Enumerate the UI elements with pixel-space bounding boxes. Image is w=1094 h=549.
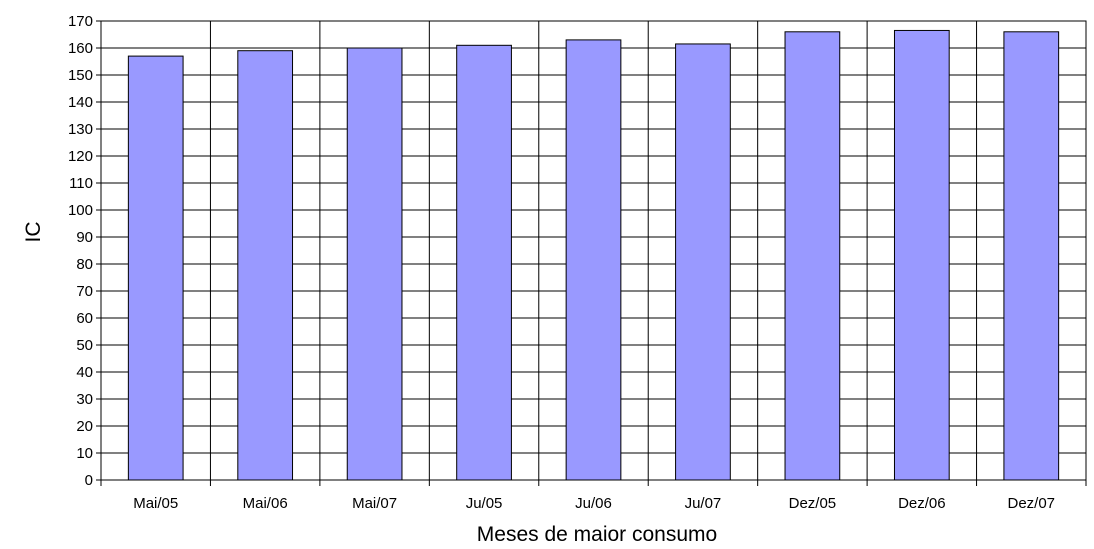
y-tick-label: 150 bbox=[68, 67, 93, 84]
bar-ju-06 bbox=[565, 39, 622, 481]
y-tick-label: 20 bbox=[76, 418, 93, 435]
x-tick-label: Mai/07 bbox=[352, 495, 397, 512]
y-tick-label: 170 bbox=[68, 13, 93, 30]
y-tick-label: 120 bbox=[68, 148, 93, 165]
bar-dez-07 bbox=[1003, 31, 1060, 481]
bar-mai-07 bbox=[346, 47, 403, 481]
plot-border bbox=[100, 20, 1087, 481]
x-tick-label: Dez/05 bbox=[789, 495, 837, 512]
y-tick-label: 60 bbox=[76, 310, 93, 327]
y-axis-title: IC bbox=[22, 222, 45, 243]
x-tick-label: Dez/07 bbox=[1008, 495, 1056, 512]
y-tick-label: 10 bbox=[76, 445, 93, 462]
y-tick-label: 40 bbox=[76, 364, 93, 381]
bar-mai-06 bbox=[237, 50, 294, 481]
y-tick-label: 160 bbox=[68, 40, 93, 57]
x-tick-label: Mai/06 bbox=[243, 495, 288, 512]
y-tick-label: 130 bbox=[68, 121, 93, 138]
labels: 0 10 20 30 40 50 60 70 80 90 100 110 120 130 140 150 160… bbox=[68, 13, 1055, 512]
axes bbox=[96, 20, 1087, 486]
x-axis-title: Meses de maior consumo bbox=[477, 523, 717, 544]
x-tick-label: Ju/06 bbox=[575, 495, 612, 512]
y-tick-label: 100 bbox=[68, 202, 93, 219]
y-tick-label: 30 bbox=[76, 391, 93, 408]
y-tick-label: 50 bbox=[76, 337, 93, 354]
y-tick-label: 80 bbox=[76, 256, 93, 273]
y-tick-label: 140 bbox=[68, 94, 93, 111]
bars bbox=[127, 29, 1060, 481]
y-tick-label: 70 bbox=[76, 283, 93, 300]
bar-dez-06 bbox=[893, 29, 950, 481]
bar-mai-05 bbox=[127, 55, 184, 481]
y-tick-label: 0 bbox=[85, 472, 93, 489]
bar-dez-05 bbox=[784, 31, 841, 481]
y-tick-label: 90 bbox=[76, 229, 93, 246]
bar-ju-07 bbox=[675, 43, 731, 481]
bar-ju-05 bbox=[456, 44, 512, 481]
x-tick-label: Dez/06 bbox=[898, 495, 946, 512]
y-tick-label: 110 bbox=[69, 175, 93, 192]
x-tick-label: Mai/05 bbox=[133, 495, 178, 512]
x-tick-label: Ju/07 bbox=[685, 495, 722, 512]
x-tick-label: Ju/05 bbox=[466, 495, 503, 512]
